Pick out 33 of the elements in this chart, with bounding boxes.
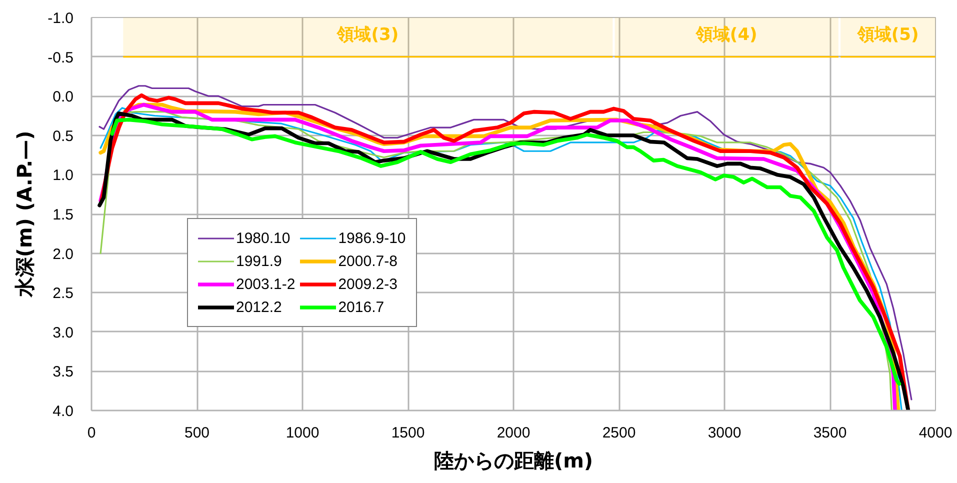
legend-label: 2016.7 bbox=[338, 298, 384, 316]
y-tick-label: -1.0 bbox=[48, 10, 74, 27]
legend-label: 1986.9-10 bbox=[338, 229, 406, 247]
x-tick-label: 1000 bbox=[286, 424, 320, 442]
x-tick-label: 0 bbox=[87, 424, 96, 442]
x-tick-label: 4000 bbox=[918, 424, 952, 442]
y-tick-label: 0.5 bbox=[52, 128, 74, 145]
legend-label: 2000.7-8 bbox=[338, 252, 398, 270]
legend-label: 1991.9 bbox=[236, 252, 282, 270]
y-tick-label: 3.0 bbox=[52, 324, 74, 342]
x-tick-label: 3500 bbox=[813, 424, 847, 442]
y-tick-label: 0.0 bbox=[52, 88, 74, 106]
x-tick-label: 2500 bbox=[602, 424, 636, 442]
y-tick-label: -0.5 bbox=[48, 49, 74, 66]
band-label: 領域(5) bbox=[856, 24, 919, 45]
y-tick-label: 3.5 bbox=[52, 364, 74, 381]
band-label: 領域(3) bbox=[336, 24, 399, 45]
y-tick-label: 1.0 bbox=[52, 167, 74, 184]
band-label: 領域(4) bbox=[694, 24, 758, 45]
x-tick-label: 2000 bbox=[496, 424, 530, 442]
x-tick-label: 1500 bbox=[391, 424, 425, 442]
y-tick-label: 4.0 bbox=[52, 403, 74, 420]
x-tick-label: 3000 bbox=[708, 424, 742, 442]
y-axis-title: 水深(m) (A.P.—) bbox=[12, 130, 37, 298]
legend-label: 2012.2 bbox=[236, 298, 282, 316]
legend-label: 2003.1-2 bbox=[236, 275, 296, 293]
x-axis-title: 陸からの距離(m) bbox=[434, 448, 594, 472]
legend-label: 2009.2-3 bbox=[338, 275, 398, 293]
x-tick-label: 500 bbox=[184, 424, 210, 442]
y-tick-label: 2.5 bbox=[52, 285, 74, 302]
y-tick-label: 2.0 bbox=[52, 246, 74, 263]
y-tick-label: 1.5 bbox=[52, 206, 74, 224]
legend-label: 1980.10 bbox=[236, 229, 290, 247]
